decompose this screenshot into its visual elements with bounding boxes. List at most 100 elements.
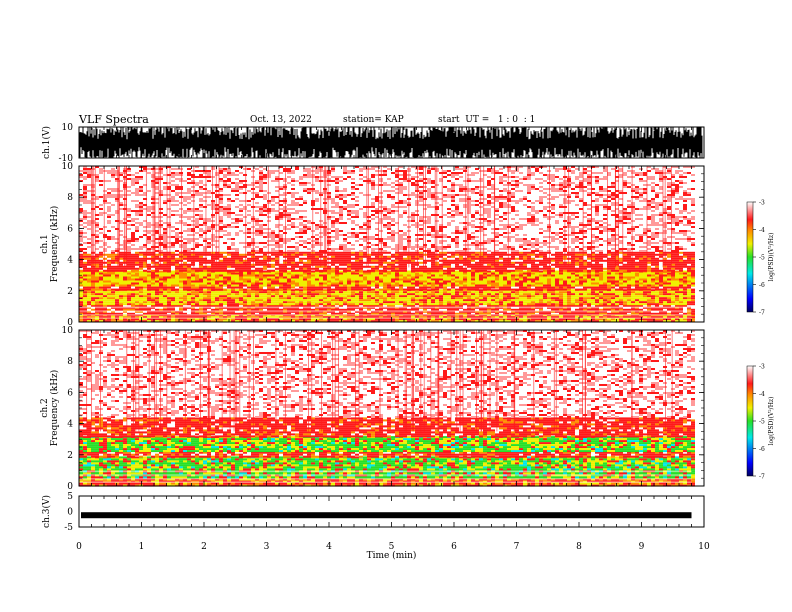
ch1-spectrogram-cell	[263, 295, 267, 297]
ch1-spectrogram-cell	[275, 254, 279, 256]
ch1-spectrogram-cell	[459, 283, 463, 285]
ch1-spectrogram-cell	[691, 273, 695, 275]
ch1-spectrogram-cell	[119, 289, 123, 291]
ch1-spectrogram-cell	[571, 313, 575, 315]
ch1-spectrogram-cell	[127, 260, 131, 262]
ch1-spectrogram-cell	[367, 281, 371, 283]
ch1-spectrogram-cell	[183, 277, 187, 279]
ch1-spectrogram-cell	[627, 287, 631, 289]
ch1-spectrogram-cell	[519, 299, 523, 301]
ch1-spectrogram-cell	[667, 277, 671, 279]
ch1-spectrogram-cell	[247, 303, 251, 305]
ch1-spectrogram-cell	[175, 289, 179, 291]
ch1-spectrogram-cell	[331, 258, 335, 260]
ch1-spectrogram-cell	[411, 297, 415, 299]
ch1-spectrogram-cell	[139, 303, 143, 305]
ch1-spectrogram-cell	[199, 283, 203, 285]
ch1-spectrogram-cell	[503, 281, 507, 283]
ch1-spectrogram-cell	[375, 285, 379, 287]
ch1-spectrogram-cell	[295, 262, 299, 264]
ch1-spectrogram-cell	[331, 281, 335, 283]
ch1-spectrogram-cell	[275, 313, 279, 315]
ch1-spectrogram-cell	[579, 303, 583, 305]
ch1-spectrogram-cell	[515, 262, 519, 264]
ch1-spectrogram-cell	[623, 309, 627, 311]
ch1-spectrogram-cell	[167, 297, 171, 299]
ch1-spectrogram-cell	[307, 301, 311, 303]
ch1-spectrogram-cell	[419, 289, 423, 291]
ch1-spectrogram-cell	[143, 279, 147, 281]
ch1-spectrogram-cell	[511, 285, 515, 287]
ch1-spectrogram-cell	[195, 293, 199, 295]
ch1-spectrogram-cell	[87, 254, 91, 256]
ch1-spectrogram-cell	[351, 258, 355, 260]
ch1-spectrogram-cell	[311, 287, 315, 289]
ch1-spectrogram-cell	[547, 277, 551, 279]
ch1-spectrogram-cell	[251, 285, 255, 287]
ch1-spectrogram-cell	[535, 279, 539, 281]
ch1-spectrogram-cell	[655, 297, 659, 299]
ch1-spectrogram-cell	[171, 299, 175, 301]
ch1-spectrogram-cell	[635, 254, 639, 256]
ch1-spectrogram-cell	[307, 273, 311, 275]
ch1-spectrogram-cell	[227, 309, 231, 311]
ch1-spectrogram-cell	[299, 293, 303, 295]
ch1-spectrogram-cell	[479, 273, 483, 275]
ch1-spectrogram-cell	[367, 309, 371, 311]
ch1-spectrogram-cell	[439, 293, 443, 295]
ch1-spectrogram-cell	[639, 303, 643, 305]
ch1-spectrogram-cell	[667, 301, 671, 303]
ch1-spectrogram-cell	[331, 277, 335, 279]
ch1-spectrogram-cell	[367, 262, 371, 264]
ch1-spectrogram-cell	[663, 303, 667, 305]
ch1-spectrogram-cell	[587, 277, 591, 279]
ch1-spectrogram-cell	[535, 289, 539, 291]
ch1-spectrogram-cell	[419, 287, 423, 289]
ch1-spectrogram-cell	[135, 275, 139, 277]
ch1-spectrogram-cell	[355, 277, 359, 279]
ch1-spectrogram-cell	[79, 256, 83, 258]
ch1-spectrogram-cell	[191, 277, 195, 279]
ch1-spectrogram-cell	[287, 299, 291, 301]
ch1-spectrogram-cell	[667, 299, 671, 301]
ch1-spectrogram-cell	[555, 301, 559, 303]
ch1-spectrogram-cell	[175, 279, 179, 281]
ch1-spectrogram-cell	[423, 301, 427, 303]
ch1-spectrogram-cell	[511, 256, 515, 258]
ch1-spectrogram-cell	[203, 260, 207, 262]
ch1-spectrogram-cell	[231, 260, 235, 262]
ch1-spectrogram-cell	[107, 303, 111, 305]
ch1-spectrogram-cell	[303, 258, 307, 260]
ch1-spectrogram-cell	[211, 289, 215, 291]
ch1-spectrogram-cell	[687, 275, 691, 277]
ch1-spectrogram-cell	[403, 258, 407, 260]
ch1-spectrogram-cell	[479, 277, 483, 279]
ch1-spectrogram-cell	[79, 318, 83, 320]
ch1-spectrogram-cell	[635, 279, 639, 281]
ch1-spectrogram-cell	[467, 293, 471, 295]
ch1-spectrogram-cell	[275, 258, 279, 260]
ch1-spectrogram-cell	[659, 291, 663, 293]
ch1-spectrogram-cell	[79, 285, 83, 287]
ch1-spectrogram-cell	[427, 252, 431, 254]
ch1-spectrogram-cell	[119, 301, 123, 303]
ch1-spectrogram-cell	[347, 281, 351, 283]
ch1-spectrogram-cell	[415, 301, 419, 303]
ch1-spectrogram-cell	[99, 279, 103, 281]
ch1-spectrogram-cell	[143, 275, 147, 277]
ch1-spectrogram-cell	[179, 279, 183, 281]
ch1-spectrogram-cell	[495, 293, 499, 295]
ch1-spectrogram-cell	[575, 313, 579, 315]
ch1-spectrogram-cell	[631, 291, 635, 293]
ch1-spectrogram-cell	[139, 277, 143, 279]
ch1-spectrogram-cell	[283, 285, 287, 287]
ch1-spectrogram-cell	[483, 275, 487, 277]
ch1-spectrogram-cell	[491, 293, 495, 295]
ch1-spectrogram-cell	[567, 275, 571, 277]
ch1-spectrogram-cell	[103, 275, 107, 277]
ch1-spectrogram-cell	[431, 273, 435, 275]
ch1-spectrogram-cell	[215, 254, 219, 256]
ch1-spectrogram-cell	[691, 285, 695, 287]
ch1-spectrogram-cell	[639, 318, 643, 320]
ch1-spectrogram-cell	[255, 318, 259, 320]
